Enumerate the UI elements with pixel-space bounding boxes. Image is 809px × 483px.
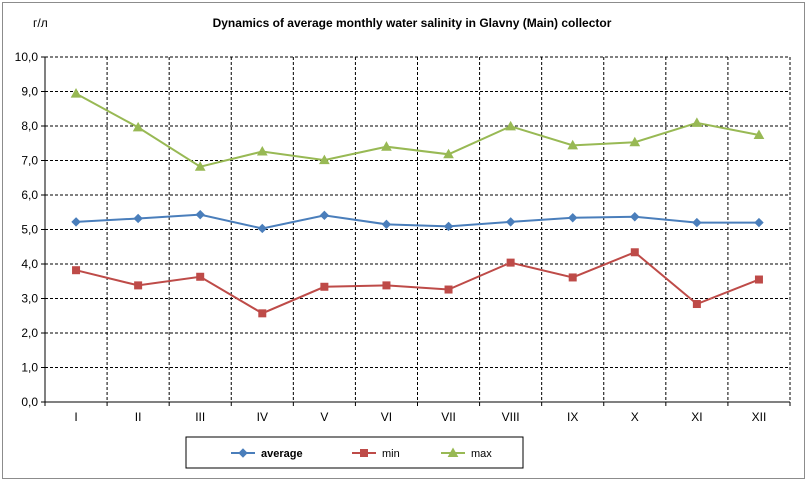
x-tick-label: VII [441,410,456,424]
axes [41,56,791,406]
series-lines [70,88,765,318]
data-point-max [567,139,579,150]
x-tick-label: IV [257,410,268,424]
y-tick-label: 8,0 [21,119,38,133]
y-axis-unit-label: г/л [33,16,48,30]
data-point-average [754,217,764,228]
y-tick-label: 6,0 [21,188,38,202]
data-point-average [443,221,454,232]
data-point-min [134,281,143,290]
x-tick-label: VI [381,410,392,424]
x-tick-label: X [631,410,639,424]
data-point-min [444,285,453,294]
data-point-average [692,217,702,228]
data-point-max [70,88,82,98]
data-point-min [196,272,205,281]
data-point-max [132,121,144,132]
legend-label-average: average [261,448,303,460]
x-tick-label: IX [567,410,578,424]
data-point-min [568,273,577,282]
series-line-average [75,213,759,230]
x-tick-label: I [74,410,77,424]
chart-title: Dynamics of average monthly water salini… [213,16,612,30]
x-tick-label: II [135,410,142,424]
legend-label-min: min [382,448,400,460]
data-point-max [629,136,641,147]
data-point-average [505,217,516,227]
x-tick-label: VIII [502,410,520,424]
data-point-average [257,223,267,234]
data-point-max [691,117,703,127]
data-point-min [382,281,391,290]
y-tick-label: 7,0 [21,154,38,168]
legend-marker-min [360,449,368,457]
data-point-max [194,161,206,171]
legend-label-max: max [471,448,492,460]
data-point-max [381,141,392,151]
data-point-min [506,258,515,267]
y-axis-ticks: 0,0 1,0 2,0 3,0 4,0 5,0 6,0 7,0 8,0 9,0 10,0 [15,50,39,409]
data-point-max [319,154,330,165]
y-tick-label: 9,0 [21,85,38,99]
y-tick-label: 4,0 [21,257,38,271]
x-axis-ticks: I II III IV V VI VII VIII IX X XI XII [74,410,766,424]
data-point-min [258,309,267,318]
data-point-max [505,120,516,131]
data-point-max [256,146,268,156]
data-point-average [568,213,578,223]
y-tick-label: 0,0 [21,395,38,409]
y-tick-label: 1,0 [21,361,38,375]
data-point-min [692,300,701,309]
x-tick-label: V [320,410,328,424]
y-tick-label: 5,0 [21,223,38,237]
data-point-average [195,209,205,220]
data-point-average [133,213,143,224]
data-point-average [381,219,392,230]
data-point-min [630,248,639,257]
data-point-average [630,212,640,222]
data-point-min [754,275,763,284]
legend: average min max [185,436,524,469]
x-tick-label: XI [691,410,702,424]
data-point-average [71,217,81,227]
data-point-average [319,210,330,221]
series-line-max [75,92,760,168]
y-tick-label: 10,0 [15,50,39,64]
gridlines [45,56,791,402]
x-tick-label: III [195,410,205,424]
data-point-min [72,266,81,275]
x-tick-label: XII [752,410,767,424]
data-point-max [443,148,454,159]
data-point-max [753,129,765,139]
legend-marker-max [447,447,459,457]
legend-marker-average [238,448,248,458]
series-line-min [75,251,760,315]
y-tick-label: 2,0 [21,326,38,340]
data-point-min [320,282,329,291]
y-tick-label: 3,0 [21,292,38,306]
